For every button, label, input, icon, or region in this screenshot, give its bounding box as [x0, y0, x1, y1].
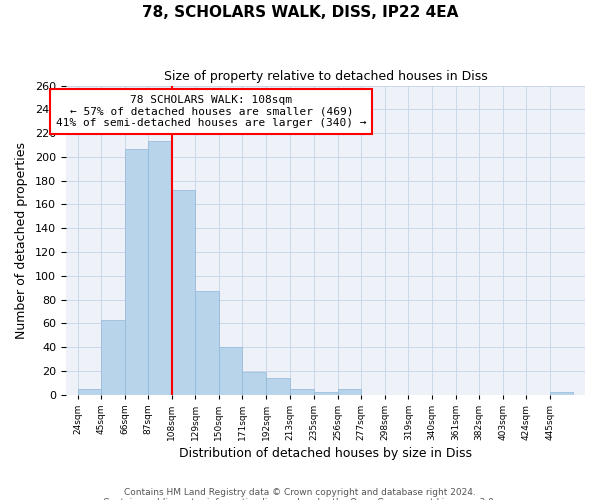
Bar [148, 142, 172, 394]
Text: 78 SCHOLARS WALK: 108sqm
← 57% of detached houses are smaller (469)
41% of semi-: 78 SCHOLARS WALK: 108sqm ← 57% of detach… [56, 95, 367, 128]
X-axis label: Distribution of detached houses by size in Diss: Distribution of detached houses by size … [179, 447, 472, 460]
Bar [125, 148, 148, 394]
Text: Contains public sector information licensed under the Open Government Licence v3: Contains public sector information licen… [103, 498, 497, 500]
Bar [77, 388, 101, 394]
Bar [101, 320, 125, 394]
Text: 78, SCHOLARS WALK, DISS, IP22 4EA: 78, SCHOLARS WALK, DISS, IP22 4EA [142, 5, 458, 20]
Bar [550, 392, 573, 394]
Bar [219, 347, 242, 395]
Text: Contains HM Land Registry data © Crown copyright and database right 2024.: Contains HM Land Registry data © Crown c… [124, 488, 476, 497]
Bar [314, 392, 338, 394]
Y-axis label: Number of detached properties: Number of detached properties [15, 142, 28, 338]
Bar [266, 378, 290, 394]
Bar [242, 372, 266, 394]
Title: Size of property relative to detached houses in Diss: Size of property relative to detached ho… [164, 70, 487, 83]
Bar [196, 291, 219, 395]
Bar [338, 388, 361, 394]
Bar [290, 388, 314, 394]
Bar [172, 190, 196, 394]
